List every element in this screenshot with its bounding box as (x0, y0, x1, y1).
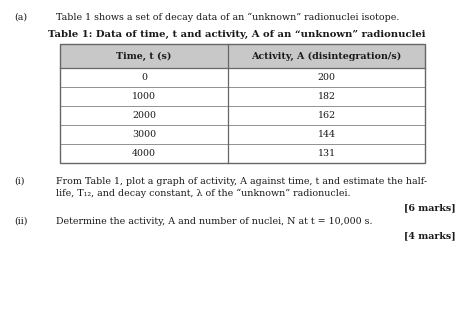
Text: 0: 0 (141, 73, 147, 82)
Bar (60, 44, 425, 68)
Text: [4 marks]: [4 marks] (404, 231, 456, 240)
Text: (a): (a) (14, 13, 27, 22)
Text: Table 1 shows a set of decay data of an “unknown” radionuclei isotope.: Table 1 shows a set of decay data of an … (56, 13, 400, 22)
Bar (60, 87, 425, 106)
Bar (60, 144, 425, 163)
Text: 162: 162 (318, 111, 336, 120)
Text: 144: 144 (318, 130, 336, 139)
Text: 3000: 3000 (132, 130, 156, 139)
Text: Table 1: Data of time, t and activity, A of an “unknown” radionuclei: Table 1: Data of time, t and activity, A… (48, 30, 426, 39)
Text: 4000: 4000 (132, 149, 156, 158)
Text: (ii): (ii) (14, 217, 27, 226)
Text: Determine the activity, A and number of nuclei, N at t = 10,000 s.: Determine the activity, A and number of … (56, 217, 373, 226)
Text: [6 marks]: [6 marks] (404, 203, 456, 212)
Text: 1000: 1000 (132, 92, 156, 101)
Text: 2000: 2000 (132, 111, 156, 120)
Text: Time, t (s): Time, t (s) (116, 51, 172, 61)
Bar (60, 68, 425, 87)
Text: 200: 200 (318, 73, 336, 82)
Text: From Table 1, plot a graph of activity, A against time, t and estimate the half-: From Table 1, plot a graph of activity, … (56, 177, 427, 186)
Bar (60, 44, 425, 163)
Text: life, T₁₂, and decay constant, λ of the “unknown” radionuclei.: life, T₁₂, and decay constant, λ of the … (56, 189, 350, 198)
Text: Activity, A (disintegration/s): Activity, A (disintegration/s) (251, 51, 401, 61)
Text: 131: 131 (318, 149, 336, 158)
Bar (60, 106, 425, 125)
Text: 182: 182 (318, 92, 336, 101)
Text: (i): (i) (14, 177, 25, 186)
Bar (60, 125, 425, 144)
